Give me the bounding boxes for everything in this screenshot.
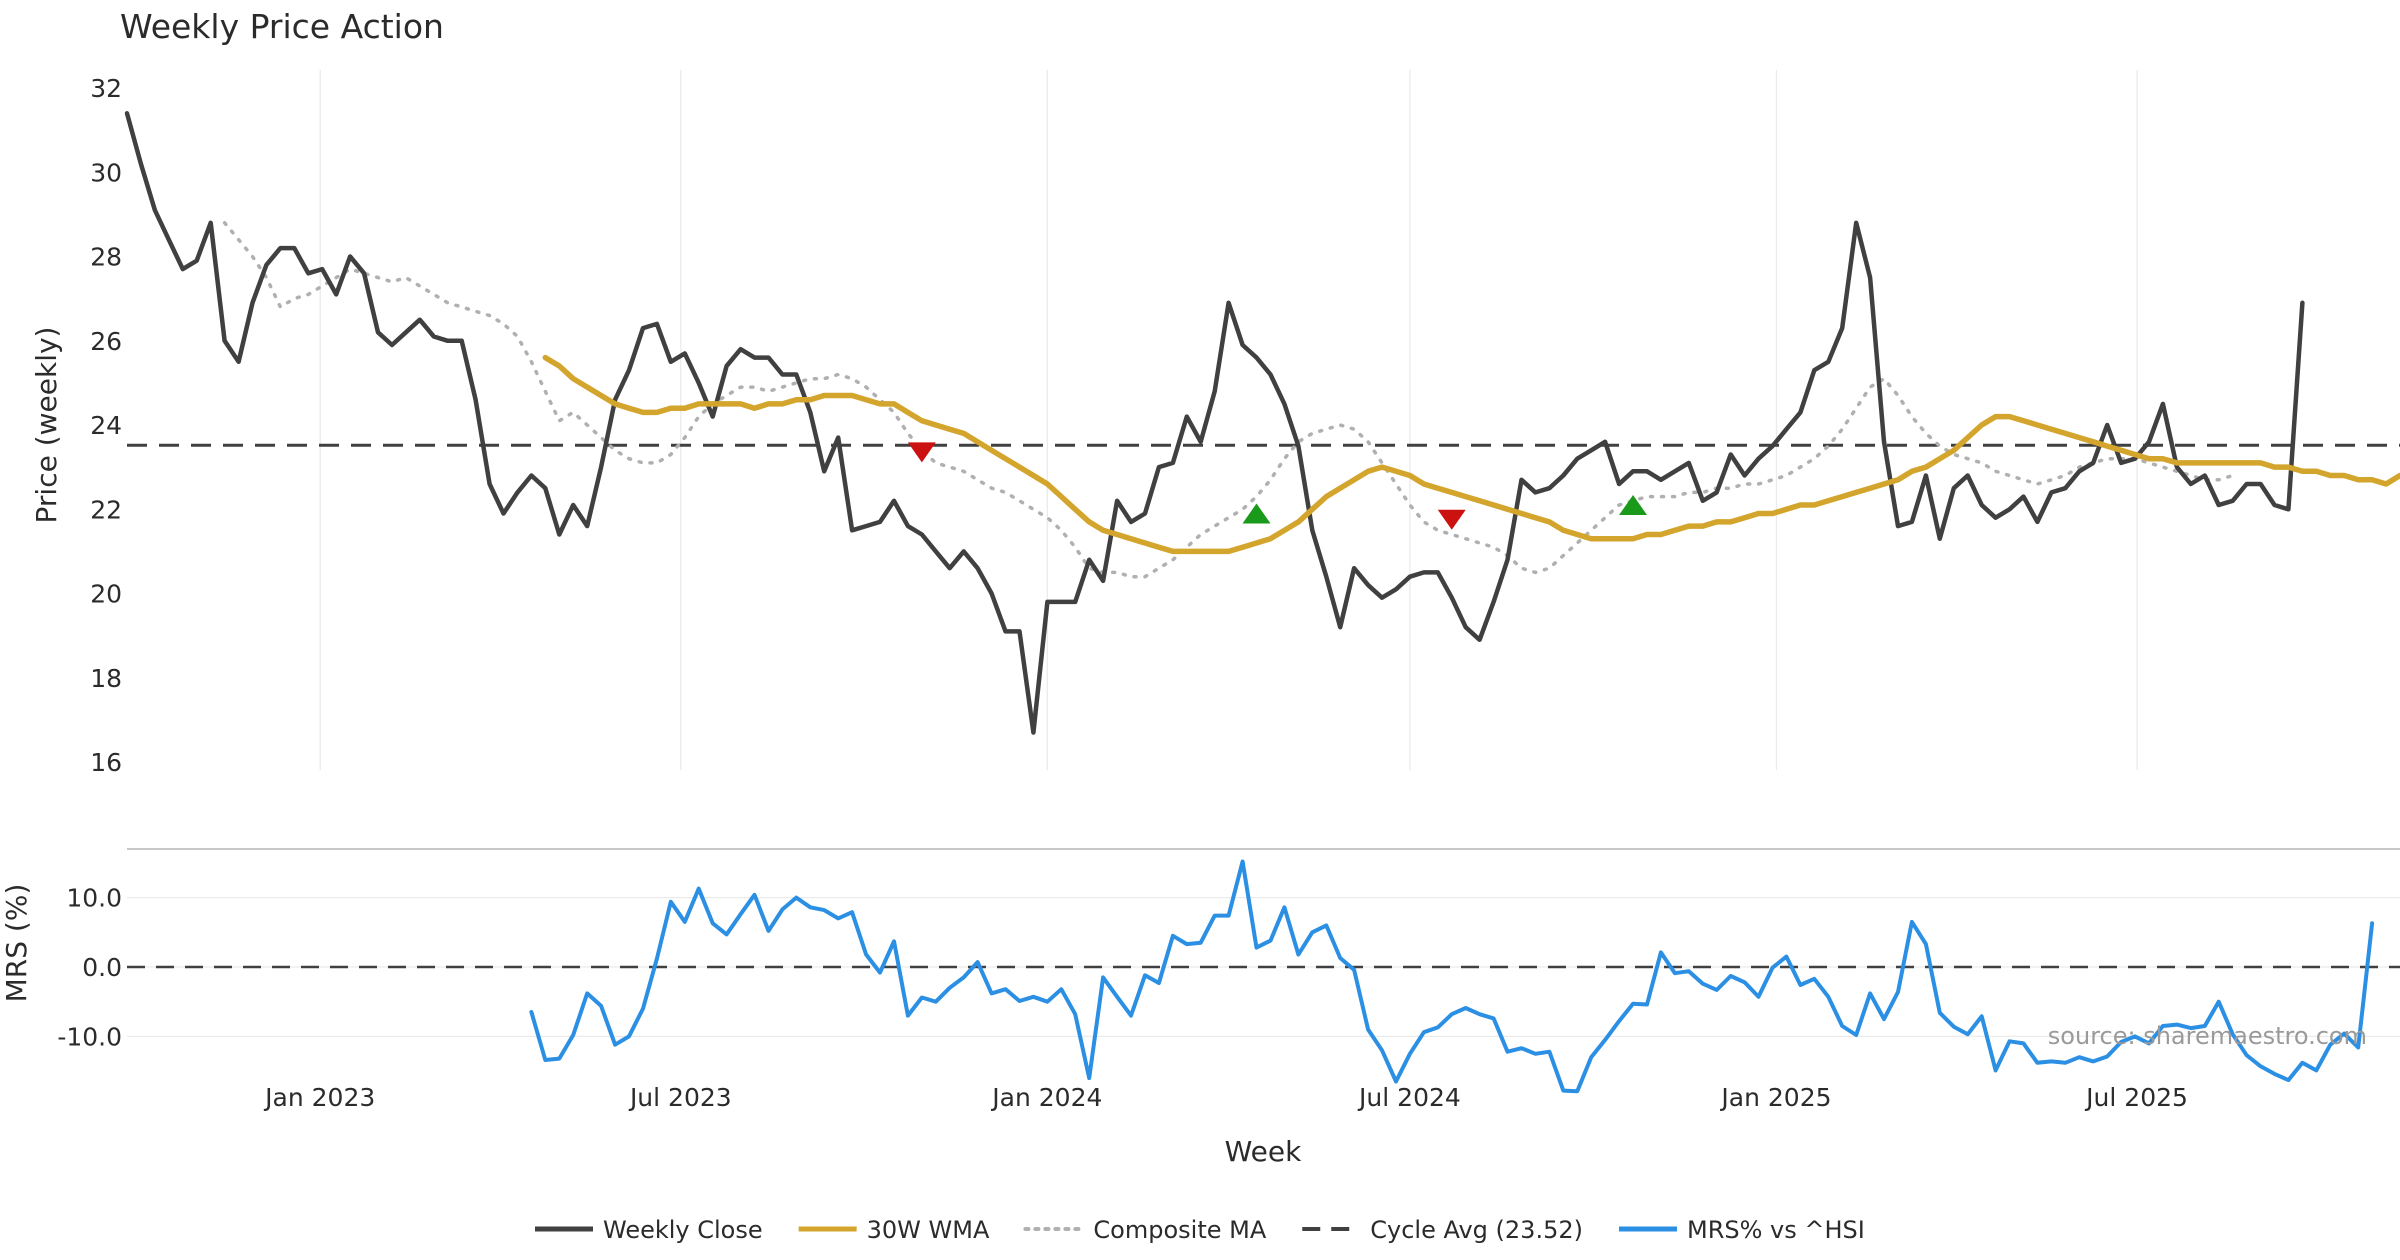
price-y-tick-label: 16	[90, 748, 122, 777]
series-mrs-vs-hsi	[529, 859, 2375, 1094]
price-y-tick-label: 26	[90, 327, 122, 356]
x-axis-title: Week	[1225, 1135, 1302, 1168]
mrs-y-ticks: -10.0 0.0 10.0	[57, 884, 122, 1052]
mrs-y-tick-label: 10.0	[66, 884, 122, 913]
price-y-tick-label: 20	[90, 580, 122, 609]
price-y-tick-label: 22	[90, 495, 122, 524]
x-tick-label: Jul 2025	[2084, 1083, 2188, 1112]
series-weekly-close	[124, 111, 2305, 735]
x-tick-label: Jan 2023	[263, 1083, 375, 1112]
price-y-tick-label: 18	[90, 664, 122, 693]
chart-title: Weekly Price Action	[120, 7, 444, 46]
mrs-y-tick-label: -10.0	[57, 1022, 122, 1051]
legend-label-30w-wma: 30W WMA	[867, 1216, 990, 1244]
sell-signal-marker	[907, 442, 936, 463]
x-tick-label: Jan 2025	[1719, 1083, 1831, 1112]
buy-signal-marker	[1619, 495, 1648, 516]
signal-markers	[907, 442, 1648, 530]
price-y-tick-label: 30	[90, 158, 122, 187]
mrs-y-tick-label: 0.0	[82, 953, 122, 982]
grid-layer	[127, 70, 2400, 1038]
price-y-axis-title: Price (weekly)	[30, 327, 63, 524]
x-tick-label: Jul 2024	[1357, 1083, 1461, 1112]
source-credit: source: sharemaestro.com	[2048, 1022, 2367, 1050]
sell-signal-marker	[1437, 509, 1466, 530]
price-y-tick-label: 24	[90, 411, 122, 440]
legend-label-composite-ma: Composite MA	[1093, 1216, 1266, 1244]
price-y-ticks: 16 18 20 22 24 26 28 30 32	[90, 74, 122, 777]
price-plot	[124, 111, 2400, 735]
x-tick-label: Jul 2023	[628, 1083, 732, 1112]
buy-signal-marker	[1242, 503, 1271, 524]
series-30w-wma	[542, 354, 2400, 555]
mrs-plot	[127, 859, 2400, 1094]
price-y-tick-label: 28	[90, 243, 122, 272]
legend-label-weekly-close: Weekly Close	[603, 1216, 763, 1244]
legend-label-mrs-vs-hsi: MRS% vs ^HSI	[1687, 1216, 1865, 1244]
x-ticks: Jan 2023 Jul 2023 Jan 2024 Jul 2024 Jan 2025…	[263, 1083, 2188, 1112]
mrs-y-axis-title: MRS (%)	[0, 884, 33, 1003]
legend: Weekly Close 30W WMA Composite MA Cycle Avg…	[535, 1216, 1865, 1244]
legend-label-cycle-avg-23-52: Cycle Avg (23.52)	[1370, 1216, 1583, 1244]
price-y-tick-label: 32	[90, 74, 122, 103]
series-composite-ma	[222, 221, 2235, 579]
x-tick-label: Jan 2024	[990, 1083, 1102, 1112]
